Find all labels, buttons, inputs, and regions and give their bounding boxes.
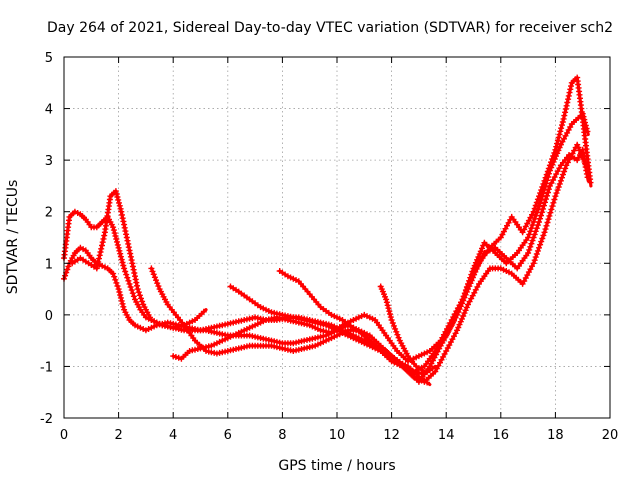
plus-markers bbox=[170, 110, 591, 365]
x-tick-label: 14 bbox=[438, 428, 455, 443]
x-tick-label: 2 bbox=[114, 428, 122, 443]
chart-title: Day 264 of 2021, Sidereal Day-to-day VTE… bbox=[47, 20, 613, 36]
y-tick-label: 3 bbox=[45, 154, 53, 169]
x-tick-label: 6 bbox=[224, 428, 232, 443]
y-tick-label: 2 bbox=[45, 206, 53, 221]
x-tick-label: 20 bbox=[602, 428, 619, 443]
x-tick-label: 12 bbox=[383, 428, 400, 443]
series-pass-8 bbox=[377, 283, 426, 374]
plus-markers bbox=[61, 146, 591, 385]
y-tick-label: 1 bbox=[45, 257, 53, 272]
y-tick-label: -1 bbox=[40, 360, 53, 375]
data-series bbox=[61, 74, 594, 387]
y-tick-label: 4 bbox=[45, 103, 53, 118]
plus-markers bbox=[276, 268, 431, 386]
y-tick-label: 0 bbox=[45, 309, 53, 324]
x-axis-label: GPS time / hours bbox=[278, 458, 395, 474]
series-pass-5 bbox=[170, 110, 591, 365]
x-tick-label: 18 bbox=[547, 428, 564, 443]
plus-markers bbox=[377, 283, 425, 373]
x-tick-label: 8 bbox=[278, 428, 286, 443]
x-tick-label: 16 bbox=[493, 428, 510, 443]
plus-markers bbox=[148, 141, 590, 385]
series-pass-1 bbox=[61, 146, 591, 385]
y-tick-label: -2 bbox=[40, 412, 53, 427]
y-axis-label: SDTVAR / TECUs bbox=[5, 180, 21, 295]
series-pass-7 bbox=[276, 268, 432, 387]
y-tick-label: 5 bbox=[45, 51, 53, 66]
series-line bbox=[62, 148, 590, 384]
x-tick-label: 0 bbox=[60, 428, 68, 443]
x-tick-label: 4 bbox=[169, 428, 177, 443]
x-tick-label: 10 bbox=[329, 428, 346, 443]
